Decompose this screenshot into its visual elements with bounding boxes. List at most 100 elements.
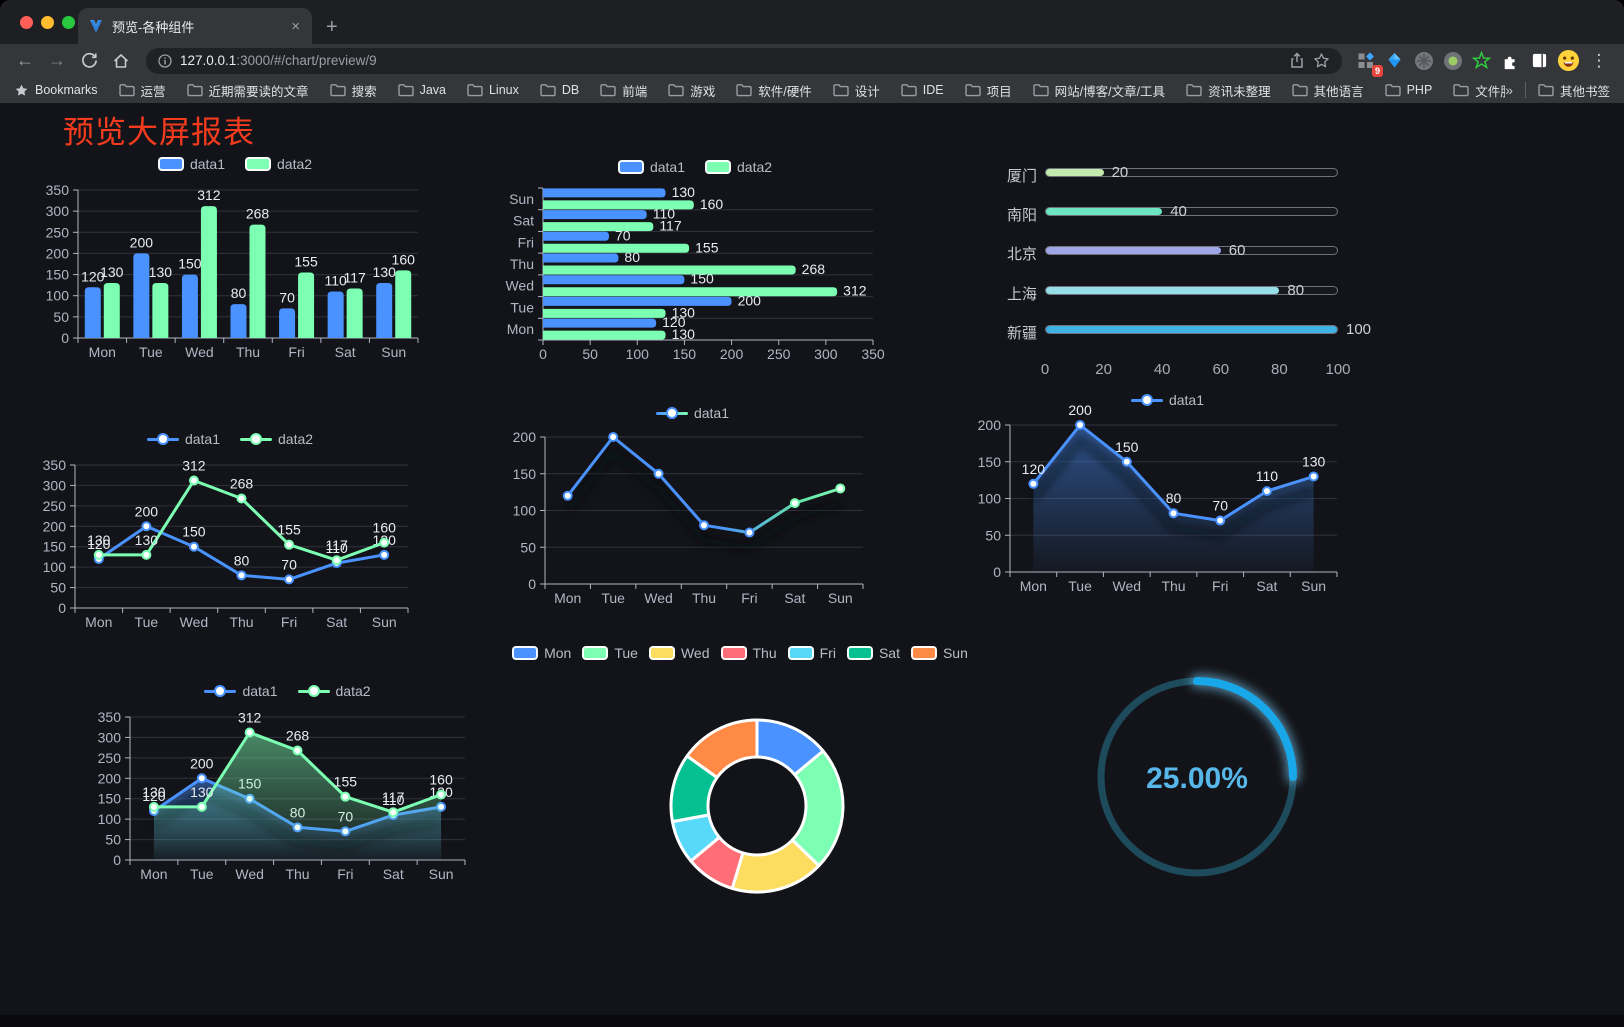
bar[interactable]	[298, 272, 315, 338]
data-point[interactable]	[236, 570, 247, 581]
bar[interactable]	[543, 253, 619, 263]
bar[interactable]	[543, 243, 690, 253]
chart-canvas[interactable]: 25.00%	[1085, 663, 1315, 893]
chart-canvas[interactable]: 0 50 100 150 200 250 300 350 Mon Tue Wed Thu Fri Sat S…	[40, 150, 430, 362]
bar[interactable]	[543, 265, 796, 275]
bookmark-folder[interactable]: 设计	[833, 81, 880, 100]
bar[interactable]	[181, 274, 198, 338]
extension-split-square-icon[interactable]	[1526, 47, 1553, 74]
data-point[interactable]	[379, 537, 390, 548]
legend-item-data1[interactable]: data1	[157, 156, 225, 172]
extension-kite-icon[interactable]	[1381, 47, 1408, 74]
chart-line-gradient[interactable]: data1 0 50 100 150 200 Mon Tue Wed Thu Fri Sat Sun	[505, 400, 880, 612]
bookmark-folder[interactable]: 前端	[600, 81, 647, 100]
data-point[interactable]	[388, 807, 399, 818]
bar[interactable]	[543, 222, 654, 232]
legend-item-Tue[interactable]: Tue	[582, 645, 638, 661]
legend-item-data2[interactable]: data2	[297, 683, 371, 699]
browser-menu-icon[interactable]: ⋮	[1590, 50, 1608, 70]
bookmark-folder[interactable]: Java	[397, 81, 446, 100]
legend-item-data2[interactable]: data2	[245, 156, 312, 172]
bar[interactable]	[249, 224, 266, 338]
data-point[interactable]	[331, 555, 342, 566]
new-tab-button[interactable]: +	[326, 16, 338, 38]
data-point[interactable]	[196, 801, 207, 812]
bookmark-folder[interactable]: IDE	[901, 81, 944, 100]
back-icon[interactable]: ←	[16, 50, 34, 70]
bookmark-folder[interactable]: DB	[540, 81, 579, 100]
data-point[interactable]	[188, 475, 199, 486]
progress-row-上海[interactable]: 上海 80	[1000, 282, 1370, 303]
bar[interactable]	[395, 270, 412, 338]
legend-item-Mon[interactable]: Mon	[512, 645, 571, 661]
data-point[interactable]	[699, 520, 709, 531]
extension-green-star-icon[interactable]	[1468, 47, 1495, 74]
bar[interactable]	[327, 291, 344, 338]
bookmark-star-icon[interactable]	[1313, 52, 1330, 69]
data-point[interactable]	[141, 549, 152, 560]
home-icon[interactable]	[106, 47, 136, 75]
bar[interactable]	[133, 253, 150, 338]
data-point[interactable]	[1215, 515, 1226, 526]
forward-icon[interactable]: →	[48, 50, 66, 70]
progress-row-南阳[interactable]: 南阳 40	[1000, 203, 1370, 224]
bookmark-folder[interactable]: 运营	[118, 81, 166, 100]
bar[interactable]	[543, 330, 666, 340]
progress-row-北京[interactable]: 北京 60	[1000, 242, 1370, 263]
data-point[interactable]	[608, 432, 619, 442]
chart-canvas[interactable]: 0 50 100 150 200 250 300 350 Sun Sat Fri Thu Wed Tue M…	[505, 152, 885, 364]
bookmarks-overflow-icon[interactable]: »	[1505, 82, 1513, 98]
bar[interactable]	[200, 206, 217, 338]
share-icon[interactable]	[1289, 52, 1305, 69]
data-point[interactable]	[835, 483, 846, 494]
bookmarks-root[interactable]: Bookmarks	[14, 83, 98, 98]
legend-item-Wed[interactable]: Wed	[648, 645, 710, 661]
data-point[interactable]	[196, 773, 207, 784]
chart-bar-grouped[interactable]: data1 data2 0 50 100 150 200 250 300 350 Mon Tue Wed…	[40, 150, 430, 362]
bar[interactable]	[543, 210, 647, 220]
data-point[interactable]	[1028, 478, 1039, 489]
bookmark-folder[interactable]: Linux	[467, 81, 519, 100]
data-point[interactable]	[236, 493, 247, 504]
legend-item-data1[interactable]: data1	[146, 431, 220, 447]
data-point[interactable]	[188, 541, 199, 552]
pie-slice-Sun[interactable]	[685, 718, 759, 779]
bar[interactable]	[543, 296, 732, 306]
bar[interactable]	[543, 287, 838, 297]
legend-item-data2[interactable]: data2	[240, 431, 313, 447]
legend-item-Sun[interactable]: Sun	[910, 645, 968, 661]
site-info-icon[interactable]	[158, 53, 172, 68]
data-point[interactable]	[1308, 471, 1319, 482]
extension-record-circle-icon[interactable]	[1439, 47, 1466, 74]
chart-canvas[interactable]: 0 50 100 150 200 250 300 350 Mon Tue Wed Thu Fri Sat S…	[95, 678, 480, 890]
data-point[interactable]	[653, 468, 664, 479]
chart-canvas[interactable]	[545, 638, 935, 900]
bar[interactable]	[543, 200, 694, 210]
bookmark-folder[interactable]: 文件服务器	[1453, 81, 1505, 100]
legend-item-data1[interactable]: data1	[617, 159, 685, 175]
chart-canvas[interactable]: 0 50 100 150 200 Mon Tue Wed Thu Fri Sat Sun	[505, 400, 880, 612]
data-point[interactable]	[244, 727, 255, 738]
legend-item-Sat[interactable]: Sat	[846, 645, 900, 661]
chart-area-single[interactable]: data1 0 50 100 150 200 Mon Tue Wed Thu Fri Sat Sun 12…	[978, 388, 1350, 600]
data-point[interactable]	[744, 527, 755, 538]
data-point[interactable]	[1075, 420, 1086, 430]
data-point[interactable]	[1121, 456, 1132, 467]
data-point[interactable]	[284, 574, 295, 585]
data-point[interactable]	[284, 539, 295, 550]
bookmark-folder[interactable]: 资讯未整理	[1186, 81, 1271, 100]
bar[interactable]	[543, 318, 657, 328]
data-point[interactable]	[340, 791, 351, 802]
data-point[interactable]	[436, 789, 447, 800]
data-point[interactable]	[148, 801, 159, 812]
bar[interactable]	[84, 287, 101, 338]
progress-row-新疆[interactable]: 新疆 100	[1000, 321, 1371, 342]
bar[interactable]	[346, 288, 363, 338]
data-point[interactable]	[292, 745, 303, 756]
extension-puzzle-icon[interactable]	[1497, 47, 1524, 74]
bar[interactable]	[543, 231, 609, 241]
tab-close-icon[interactable]: ×	[291, 17, 300, 35]
data-point[interactable]	[379, 549, 390, 560]
extension-disabled-circle-icon[interactable]	[1410, 47, 1437, 74]
data-point[interactable]	[789, 498, 800, 509]
